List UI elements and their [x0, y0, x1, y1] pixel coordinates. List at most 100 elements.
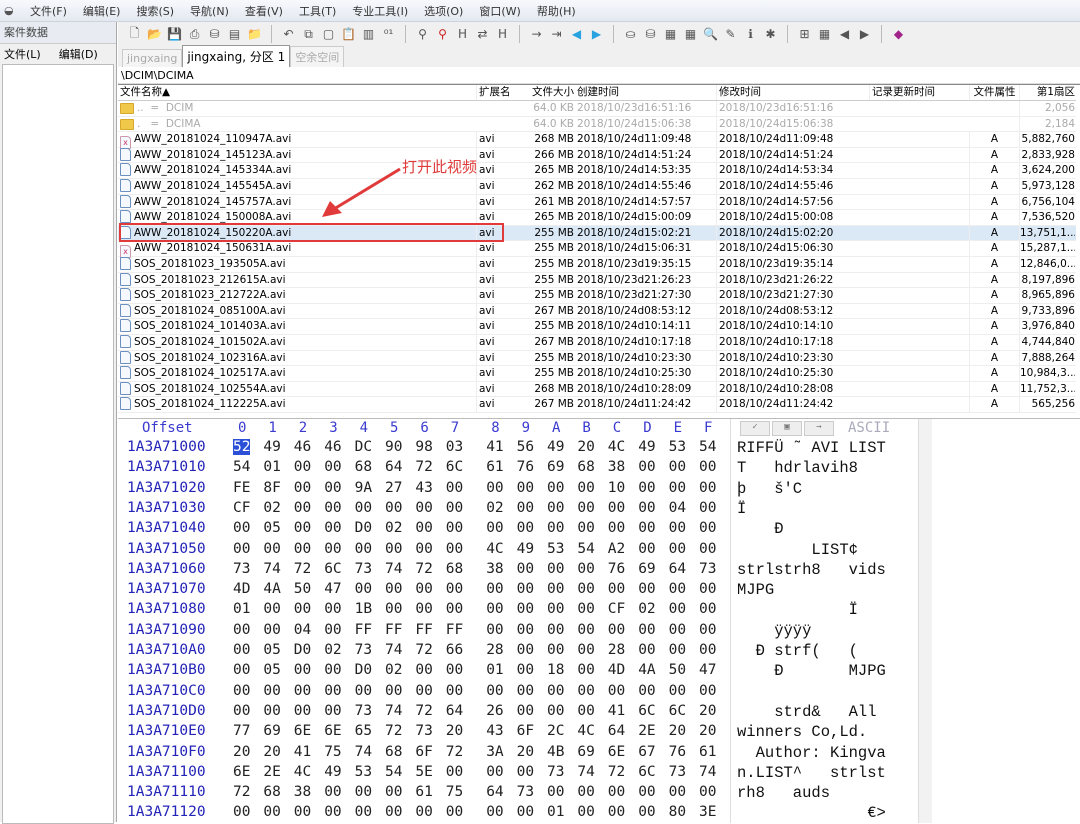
hex-byte[interactable]: 73 [415, 723, 433, 740]
hex-byte[interactable]: 00 [385, 682, 403, 699]
hex-byte[interactable]: 00 [233, 702, 251, 719]
hex-byte[interactable]: 74 [385, 642, 403, 658]
hex-byte[interactable]: A2 [607, 540, 626, 557]
hex-byte[interactable]: 67 [638, 743, 656, 760]
file-row[interactable]: SOS_20181024_112225A.avi avi 267 MB 2018/10… [118, 397, 1076, 413]
hex-byte[interactable]: 00 [699, 479, 717, 496]
hex-byte[interactable]: 00 [486, 601, 504, 618]
hex-byte[interactable]: CF [233, 499, 251, 516]
hex-byte[interactable]: 54 [699, 439, 717, 455]
file-row[interactable]: AWW_20181024_150008A.avi avi 265 MB 2018/10… [118, 210, 1076, 226]
properties-icon[interactable]: ▤ [228, 27, 241, 41]
col-record-updated[interactable]: 记录更新时间 [869, 85, 969, 100]
hex-byte[interactable]: 00 [638, 499, 656, 516]
next-icon[interactable]: ▶ [859, 27, 870, 41]
mode-button-1[interactable]: ✓ [740, 421, 770, 436]
hex-byte[interactable]: 00 [324, 479, 342, 496]
hex-byte[interactable]: 20 [668, 723, 687, 740]
hex-byte[interactable]: 74 [385, 702, 403, 719]
hex-byte[interactable]: 75 [445, 784, 464, 801]
hex-byte[interactable]: 00 [415, 682, 433, 699]
hex-byte[interactable]: 00 [293, 540, 312, 557]
hex-byte[interactable]: 50 [668, 662, 687, 679]
file-row[interactable]: AWW_20181024_145757A.avi avi 261 MB 2018/10… [118, 194, 1076, 211]
convert-binary-icon[interactable]: ⁰¹ [383, 27, 394, 41]
paste-disabled-icon[interactable]: ▢ [322, 27, 335, 41]
hex-ascii[interactable]: Ï [737, 601, 858, 620]
hex-byte[interactable]: 00 [547, 479, 565, 496]
hex-byte[interactable]: 74 [263, 560, 281, 577]
hex-byte[interactable]: 4C [486, 540, 504, 557]
hex-byte[interactable]: 68 [385, 743, 403, 760]
hex-byte[interactable]: 49 [638, 439, 656, 455]
hex-byte[interactable]: 00 [668, 601, 687, 618]
hex-byte[interactable]: 6E [293, 723, 312, 740]
hex-byte[interactable]: 8F [263, 479, 281, 496]
hex-byte[interactable]: 00 [324, 540, 342, 557]
file-row[interactable]: AWW_20181024_145545A.avi avi 262 MB 2018/10… [118, 179, 1076, 195]
hex-byte[interactable]: 49 [324, 763, 342, 780]
hex-byte[interactable]: FF [385, 621, 403, 638]
file-row[interactable]: .. = DCIM 64.0 KB 2018/10/23d16:51:16 2018/… [118, 101, 1076, 117]
menu-item-8[interactable]: 窗口(W) [479, 4, 521, 18]
hex-byte[interactable]: 00 [516, 763, 535, 780]
hex-ascii[interactable]: rh8 auds [737, 784, 831, 803]
hex-byte[interactable]: 00 [486, 520, 504, 537]
hex-byte[interactable]: 00 [638, 804, 656, 821]
hex-byte[interactable]: 00 [577, 662, 595, 679]
hex-byte[interactable]: 20 [233, 743, 251, 760]
new-file-icon[interactable]: 🗋 [129, 25, 140, 40]
hex-byte[interactable]: 00 [577, 642, 595, 658]
tab-0[interactable]: jingxaing [122, 49, 183, 67]
hex-byte[interactable]: 72 [415, 560, 433, 577]
hex-ascii[interactable]: T hdrlavih8 [737, 459, 858, 478]
hex-byte[interactable]: 00 [668, 479, 687, 496]
hex-byte[interactable]: 00 [233, 540, 251, 557]
goto-offset-icon[interactable]: → [531, 27, 542, 41]
hex-byte[interactable]: 00 [415, 662, 433, 679]
hex-byte[interactable]: 00 [547, 560, 565, 577]
hex-byte[interactable]: 20 [263, 743, 281, 760]
forward-icon[interactable]: ▶ [591, 27, 602, 41]
hex-byte[interactable]: 00 [577, 784, 595, 801]
hex-byte[interactable]: 00 [577, 560, 595, 577]
hex-scrollbar[interactable] [918, 419, 932, 823]
hex-byte[interactable]: 00 [486, 763, 504, 780]
hex-byte[interactable]: 01 [233, 601, 251, 618]
hex-byte[interactable]: 05 [263, 520, 281, 537]
copy-block-icon[interactable]: ▥ [362, 27, 375, 41]
hex-byte[interactable]: 00 [293, 479, 312, 496]
hex-byte[interactable]: 68 [577, 459, 595, 476]
hex-byte[interactable]: 66 [445, 642, 464, 658]
hex-byte[interactable]: 00 [385, 581, 403, 598]
hex-byte[interactable]: 00 [516, 601, 535, 618]
hex-ascii[interactable]: strlstrh8 vids [737, 560, 886, 579]
hex-byte[interactable]: 38 [486, 560, 504, 577]
hex-byte[interactable]: 74 [699, 763, 717, 780]
hex-byte[interactable]: 05 [263, 642, 281, 658]
hex-byte[interactable]: 02 [486, 499, 504, 516]
hex-byte[interactable]: 00 [263, 702, 281, 719]
hex-byte[interactable]: 3E [699, 804, 717, 821]
hex-byte[interactable]: 64 [668, 560, 687, 577]
paste-icon[interactable]: 📋 [341, 27, 356, 41]
hex-byte[interactable]: 74 [354, 743, 373, 760]
hex-byte[interactable]: 00 [668, 621, 687, 638]
hex-byte[interactable]: 00 [668, 459, 687, 476]
hex-byte[interactable]: 6E [233, 763, 251, 780]
hex-byte[interactable]: 00 [607, 499, 626, 516]
hex-byte[interactable]: 68 [263, 784, 281, 801]
hex-byte[interactable]: 00 [263, 601, 281, 618]
tab-2[interactable]: 空余空间 [290, 46, 345, 67]
hex-byte[interactable]: 73 [233, 560, 251, 577]
hex-ascii[interactable]: Ï [737, 499, 747, 518]
table-icon[interactable]: ▦ [818, 27, 831, 41]
find-icon[interactable]: ⚲ [418, 27, 427, 41]
hex-byte[interactable]: 64 [385, 459, 403, 476]
hex-byte[interactable]: 74 [577, 763, 595, 780]
hex-byte[interactable]: 20 [516, 743, 535, 760]
hex-byte[interactable]: 50 [293, 581, 312, 598]
hex-byte[interactable]: 64 [445, 702, 464, 719]
hex-byte[interactable]: 00 [516, 804, 535, 821]
hex-ascii[interactable]: €> [737, 804, 886, 823]
